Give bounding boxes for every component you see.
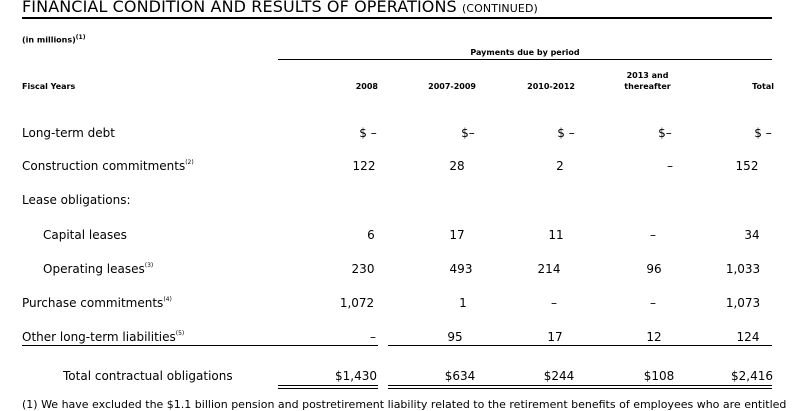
table-cell: $– — [461, 126, 475, 140]
table-cell: – — [650, 296, 656, 310]
table-row-label: Lease obligations: — [22, 193, 131, 207]
total-cell: $1,430 — [335, 369, 377, 383]
units-note: (in millions)(1) — [22, 34, 85, 45]
col-header-total: Total — [752, 82, 774, 91]
total-rule — [278, 385, 378, 386]
table-cell: 214 — [537, 262, 561, 276]
table-cell: 28 — [449, 159, 465, 173]
row-footnote-ref: (3) — [144, 262, 154, 269]
subtotal-rule — [22, 345, 378, 346]
table-cell: 2 — [556, 159, 564, 173]
payments-header: Payments due by period — [470, 48, 580, 57]
col-header-fiscal-years: Fiscal Years — [22, 82, 76, 91]
table-cell: – — [650, 228, 656, 242]
table-cell: 1 — [459, 296, 467, 310]
total-cell: $244 — [543, 369, 575, 383]
row-footnote-ref: (2) — [185, 159, 194, 166]
table-row-label: Operating leases(3) — [43, 262, 153, 276]
subtotal-rule — [388, 345, 772, 346]
total-row-label: Total contractual obligations — [63, 369, 233, 383]
col-header-2008: 2008 — [355, 82, 378, 91]
units-note-ref: (1) — [75, 34, 86, 41]
col-header-2013-line2: thereafter — [624, 82, 671, 91]
row-footnote-ref: (5) — [175, 330, 185, 337]
section-title-continued: (CONTINUED) — [462, 2, 538, 15]
total-rule — [388, 388, 772, 389]
table-row-label: Construction commitments(2) — [22, 159, 194, 173]
row-label-text: Lease obligations: — [22, 193, 131, 207]
table-cell: $ – — [754, 126, 772, 140]
table-cell: 152 — [735, 159, 759, 173]
table-cell: 12 — [646, 330, 662, 344]
table-cell: $– — [658, 126, 672, 140]
row-label-text: Construction commitments — [22, 159, 186, 173]
table-cell: 1,072 — [339, 296, 375, 310]
table-cell: 124 — [736, 330, 760, 344]
table-cell: $ – — [359, 126, 377, 140]
section-title: FINANCIAL CONDITION AND RESULTS OF OPERA… — [22, 0, 538, 16]
table-cell: 493 — [449, 262, 473, 276]
table-cell: 95 — [447, 330, 463, 344]
total-rule — [388, 385, 772, 386]
payments-header-rule — [278, 59, 772, 60]
table-cell: 17 — [547, 330, 563, 344]
row-footnote-ref: (4) — [163, 296, 172, 303]
total-cell: $634 — [444, 369, 476, 383]
footnote-text: (1) We have excluded the $1.1 billion pe… — [22, 398, 787, 411]
table-cell: 11 — [548, 228, 564, 242]
table-cell: 34 — [744, 228, 760, 242]
table-cell: – — [667, 159, 673, 173]
table-cell: 1,033 — [725, 262, 761, 276]
table-cell: 1,073 — [725, 296, 761, 310]
table-cell: 17 — [449, 228, 465, 242]
row-label-text: Purchase commitments — [22, 296, 164, 310]
row-label-text: Operating leases — [43, 262, 145, 276]
row-label-text: Other long-term liabilities — [22, 330, 176, 344]
table-cell: – — [370, 330, 376, 344]
table-cell: – — [551, 296, 557, 310]
col-header-2007-2009: 2007-2009 — [428, 82, 476, 91]
row-label-text: Capital leases — [43, 228, 127, 242]
table-row-label: Capital leases — [43, 228, 127, 242]
title-rule — [22, 17, 772, 19]
table-cell: $ – — [557, 126, 575, 140]
table-cell: 96 — [646, 262, 662, 276]
table-cell: 6 — [367, 228, 375, 242]
table-cell: 122 — [352, 159, 376, 173]
table-row-label: Long-term debt — [22, 126, 115, 140]
row-label-text: Long-term debt — [22, 126, 116, 140]
col-header-2013-line1: 2013 and — [626, 71, 669, 80]
table-row-label: Other long-term liabilities(5) — [22, 330, 184, 344]
col-header-2010-2012: 2010-2012 — [527, 82, 575, 91]
col-header-2013-thereafter: 2013 and thereafter — [600, 70, 695, 92]
table-cell: 230 — [351, 262, 375, 276]
table-row-label: Purchase commitments(4) — [22, 296, 172, 310]
section-title-main: FINANCIAL CONDITION AND RESULTS OF OPERA… — [22, 0, 457, 16]
units-note-text: (in millions) — [22, 35, 76, 45]
total-cell: $108 — [643, 369, 675, 383]
total-rule — [278, 388, 378, 389]
total-cell: $2,416 — [731, 369, 773, 383]
